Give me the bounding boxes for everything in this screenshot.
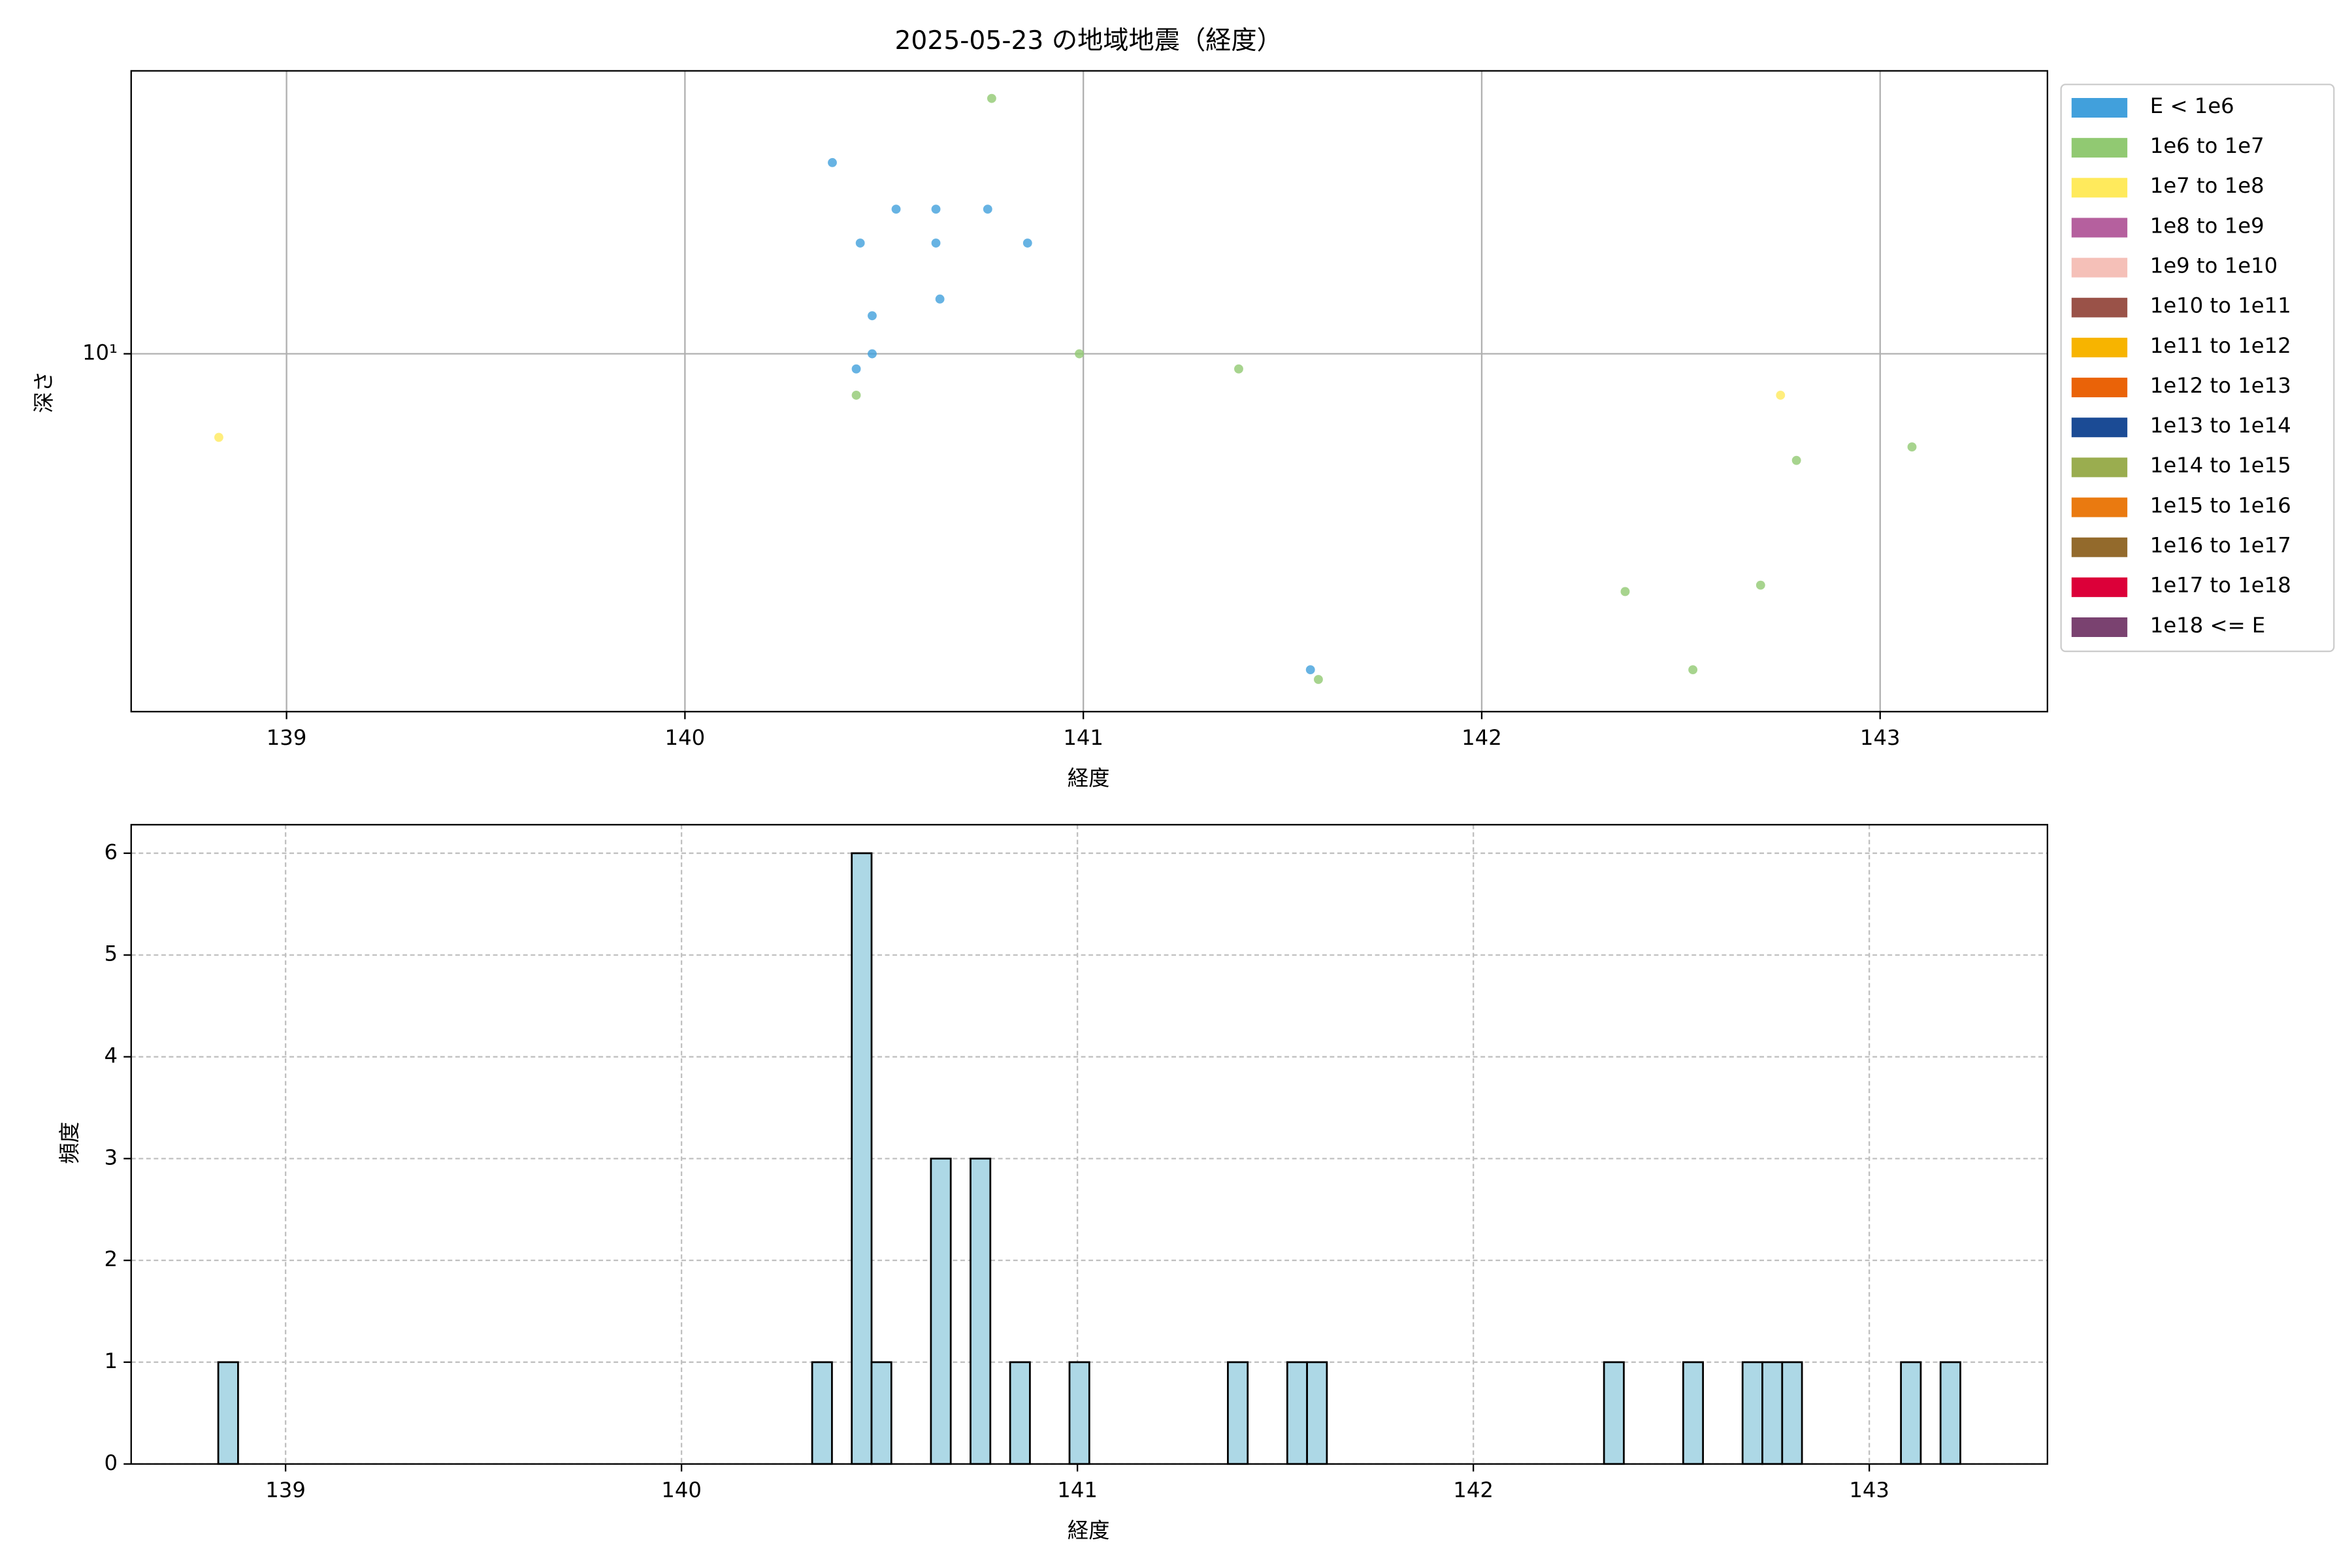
point: [987, 93, 996, 103]
legend-label: 1e13 to 1e14: [2150, 413, 2291, 438]
x-tick-label: 143: [1860, 725, 1901, 750]
x-tick-label: 141: [1063, 725, 1103, 750]
bar: [1306, 1361, 1328, 1465]
y-tick-label: 2: [104, 1247, 118, 1271]
point: [868, 349, 877, 359]
legend-swatch: [2071, 337, 2128, 357]
legend-label: 1e9 to 1e10: [2150, 253, 2278, 278]
x-tick-label: 140: [661, 1477, 702, 1502]
point: [851, 390, 861, 400]
point: [1776, 390, 1786, 400]
bar: [1900, 1361, 1922, 1465]
x-tick-label: 141: [1057, 1477, 1098, 1502]
point: [1314, 675, 1323, 684]
legend-swatch: [2071, 218, 2128, 238]
bar: [1227, 1361, 1249, 1465]
legend-swatch: [2071, 617, 2128, 637]
chart-title: 2025-05-23 の地域地震（経度）: [894, 26, 1282, 56]
y-tick-label: 3: [104, 1145, 118, 1169]
legend-swatch: [2071, 537, 2128, 557]
legend-label: 1e8 to 1e9: [2150, 213, 2264, 238]
bar: [1781, 1361, 1803, 1465]
x-axis-label: 経度: [1068, 766, 1110, 791]
y-tick-label: 0: [104, 1450, 118, 1475]
y-tick-label: 4: [104, 1043, 118, 1068]
point: [855, 238, 865, 248]
point: [1022, 238, 1032, 248]
legend-swatch: [2071, 98, 2128, 118]
legend-swatch: [2071, 457, 2128, 478]
legend-swatch: [2071, 497, 2128, 517]
y-tick-label: 1: [104, 1348, 118, 1373]
legend-label: E < 1e6: [2150, 93, 2234, 118]
bar: [217, 1361, 239, 1465]
bar: [970, 1157, 992, 1465]
legend-label: 1e18 <= E: [2150, 613, 2266, 638]
point: [931, 204, 941, 214]
x-tick-label: 139: [267, 725, 307, 750]
point: [851, 364, 861, 374]
point: [1234, 364, 1243, 374]
bar: [1068, 1361, 1090, 1465]
legend-label: 1e10 to 1e11: [2150, 293, 2291, 318]
point: [1305, 665, 1315, 675]
legend-label: 1e17 to 1e18: [2150, 573, 2291, 598]
legend-label: 1e11 to 1e12: [2150, 333, 2291, 358]
legend-swatch: [2071, 297, 2128, 318]
legend-swatch: [2071, 178, 2128, 198]
plot-frame: [130, 70, 2048, 713]
y-axis-label: 深さ: [31, 371, 56, 414]
bar: [870, 1361, 892, 1465]
x-tick-label: 143: [1849, 1477, 1889, 1502]
legend-box: [2060, 84, 2335, 653]
bar: [1761, 1361, 1784, 1465]
y-tick-label: 5: [104, 941, 118, 966]
point: [214, 433, 223, 442]
x-axis-label: 経度: [1068, 1518, 1110, 1543]
legend-swatch: [2071, 417, 2128, 438]
point: [935, 294, 945, 304]
legend-swatch: [2071, 378, 2128, 398]
point: [1688, 665, 1698, 675]
plot-frame: [130, 824, 2048, 1465]
legend-label: 1e16 to 1e17: [2150, 533, 2291, 558]
legend-label: 1e15 to 1e16: [2150, 493, 2291, 517]
x-tick-label: 139: [265, 1477, 306, 1502]
bar: [1009, 1361, 1031, 1465]
point: [828, 157, 837, 167]
point: [1907, 442, 1917, 451]
bar: [930, 1157, 952, 1465]
bar: [851, 852, 873, 1465]
point: [1075, 349, 1084, 359]
legend-label: 1e12 to 1e13: [2150, 373, 2291, 398]
y-axis-label: 頻度: [57, 1122, 82, 1164]
point: [1620, 587, 1630, 596]
point: [891, 204, 901, 214]
x-tick-label: 142: [1453, 1477, 1494, 1502]
legend-label: 1e6 to 1e7: [2150, 133, 2264, 158]
point: [983, 204, 992, 214]
bar: [1741, 1361, 1763, 1465]
legend-label: 1e14 to 1e15: [2150, 453, 2291, 478]
bar: [1682, 1361, 1705, 1465]
point: [1756, 580, 1765, 590]
x-tick-label: 142: [1462, 725, 1502, 750]
legend-swatch: [2071, 257, 2128, 278]
legend-swatch: [2071, 577, 2128, 597]
point: [931, 238, 941, 248]
x-tick-label: 140: [665, 725, 706, 750]
bar: [1286, 1361, 1308, 1465]
y-tick-label: 6: [104, 840, 118, 864]
y-tick-label: 10¹: [82, 340, 118, 365]
point: [868, 311, 877, 321]
bar: [1939, 1361, 1961, 1465]
point: [1791, 455, 1801, 465]
bar: [1603, 1361, 1625, 1465]
bar: [811, 1361, 833, 1465]
legend-swatch: [2071, 138, 2128, 158]
legend-label: 1e7 to 1e8: [2150, 173, 2264, 198]
